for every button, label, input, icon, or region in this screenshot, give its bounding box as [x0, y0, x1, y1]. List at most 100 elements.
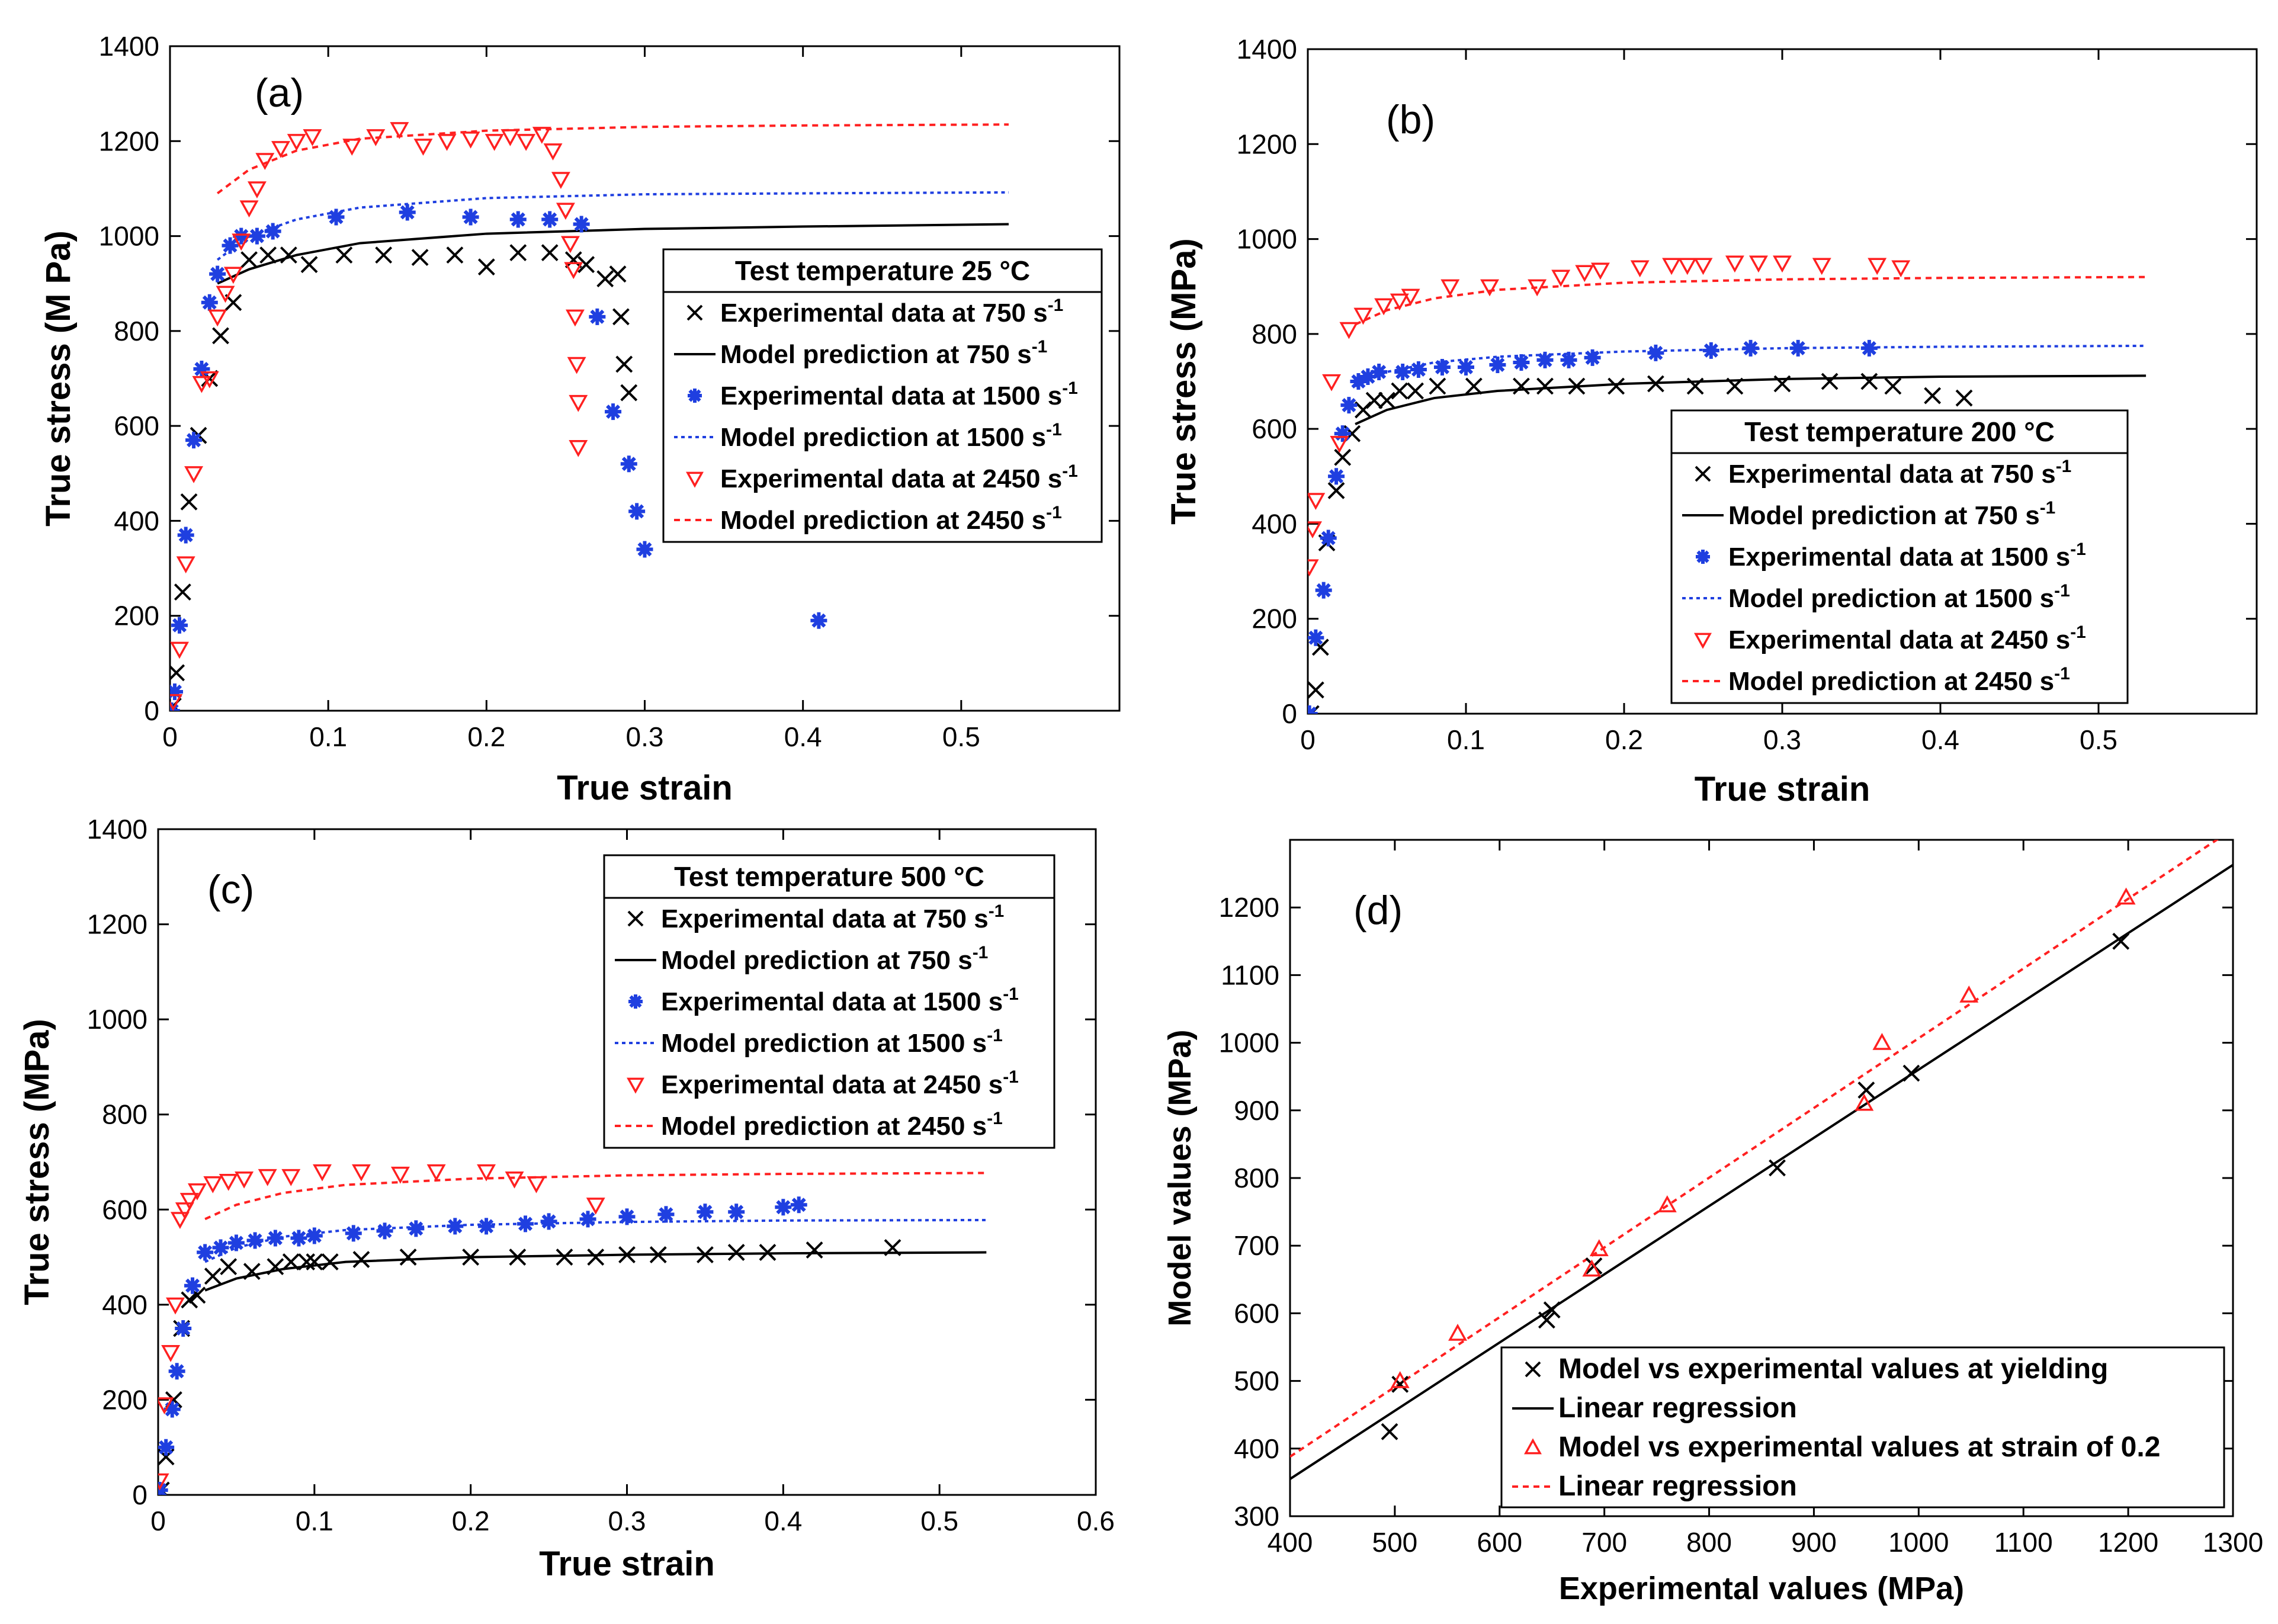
legend-entry-text: Experimental data at 2450 s — [661, 1070, 1003, 1099]
data-point-yield — [1391, 1375, 1409, 1393]
data-point-yield — [1857, 1081, 1875, 1099]
data-point-exp2450 — [1374, 298, 1394, 316]
y-tick-label: 800 — [1252, 319, 1297, 349]
x-tick-label: 800 — [1686, 1527, 1732, 1558]
y-tick-label: 200 — [102, 1384, 147, 1415]
y-tick-label: 600 — [102, 1194, 147, 1225]
data-point-exp2450 — [200, 371, 219, 389]
data-point-exp2450 — [560, 236, 580, 253]
legend-box — [1670, 409, 2129, 704]
data-point-exp2450 — [366, 129, 386, 146]
y-tick-label: 1400 — [1237, 34, 1297, 65]
legend-swatch-marker — [1696, 550, 1710, 564]
y-tick-label: 700 — [1234, 1230, 1279, 1261]
data-point-exp1500 — [345, 1225, 362, 1242]
y-tick-label: 300 — [1234, 1501, 1279, 1532]
legend-entry-superscript: -1 — [1062, 461, 1078, 481]
legend-box — [662, 248, 1103, 543]
data-point-exp750 — [564, 251, 582, 269]
data-point-exp750 — [806, 1241, 823, 1259]
legend-entry-label: Model prediction at 750 s-1 — [1728, 498, 2055, 530]
data-point-exp2450 — [187, 1183, 207, 1201]
data-point-exp2450 — [565, 309, 585, 327]
legend-box — [603, 854, 1055, 1149]
data-point-exp750 — [204, 1267, 222, 1285]
x-tick-label: 1300 — [2203, 1527, 2263, 1558]
data-point-exp2450 — [342, 139, 362, 156]
data-point-exp2450 — [158, 1397, 174, 1415]
data-point-exp2450 — [313, 1164, 332, 1182]
data-point-exp750 — [1568, 377, 1586, 395]
data-point-exp750 — [174, 583, 191, 601]
legend-entry-superscript: -1 — [2070, 540, 2086, 559]
data-point-exp750 — [1924, 387, 1942, 405]
data-point-exp750 — [596, 270, 614, 288]
y-tick-label: 600 — [1252, 413, 1297, 444]
data-point-exp2450 — [223, 267, 243, 284]
y-tick-label: 900 — [1234, 1095, 1279, 1126]
x-tick-label: 0 — [150, 1506, 166, 1536]
data-point-exp2450 — [179, 1193, 199, 1210]
data-point-exp2450 — [247, 181, 267, 199]
data-point-exp1500 — [1320, 529, 1337, 547]
y-tick-label: 1000 — [99, 221, 159, 252]
data-point-exp1500 — [197, 1244, 214, 1261]
panel-label: (a) — [255, 70, 304, 115]
legend-entry-text: Experimental data at 1500 s — [720, 381, 1062, 410]
data-point-exp1500 — [267, 1230, 284, 1247]
data-point-exp1500 — [209, 265, 226, 283]
data-point-yield — [2112, 932, 2130, 950]
x-tick-label: 0.5 — [920, 1506, 958, 1536]
data-point-exp1500 — [605, 403, 622, 421]
data-point-exp1500 — [376, 1222, 393, 1240]
data-point-exp750 — [587, 1249, 605, 1266]
data-point-exp2450 — [239, 200, 259, 218]
data-point-exp2450 — [166, 1297, 185, 1315]
data-point-exp2450 — [352, 1164, 371, 1182]
legend-entry-superscript: -1 — [2056, 457, 2072, 476]
legend-entry-label: Experimental data at 750 s-1 — [661, 901, 1004, 933]
data-point-exp1500 — [212, 1239, 229, 1256]
data-point-exp750 — [1608, 377, 1625, 395]
data-point-exp2450 — [1677, 258, 1697, 275]
legend-title: Test temperature 200 °C — [1744, 416, 2055, 447]
data-point-exp750 — [181, 1291, 198, 1309]
data-point-exp1500 — [657, 1206, 675, 1223]
data-point-exp1500 — [810, 612, 827, 629]
y-tick-label: 400 — [102, 1289, 147, 1320]
data-point-exp750 — [1955, 389, 1973, 407]
legend-entry-superscript: -1 — [1048, 296, 1064, 315]
y-tick-label: 1100 — [1221, 959, 1279, 990]
x-tick-label: 0.3 — [626, 721, 664, 752]
data-point-exp1500 — [248, 227, 265, 245]
series-line-mod2450 — [1355, 275, 2147, 326]
data-point-exp1500 — [175, 1320, 192, 1337]
legend: Model vs experimental values at yielding… — [1500, 1346, 2225, 1509]
panel-label: (c) — [207, 867, 254, 912]
data-point-exp750 — [1391, 382, 1408, 400]
y-axis-label: True stress (MPa) — [18, 1019, 56, 1305]
plot-series — [158, 1164, 987, 1495]
y-axis-label: Model values (MPa) — [1162, 1029, 1198, 1326]
x-axis-label: True strain — [557, 769, 733, 807]
data-point-exp750 — [259, 246, 277, 264]
y-tick-label: 400 — [1234, 1433, 1279, 1464]
series-markers-strain02 — [1390, 887, 2136, 1388]
data-point-exp1500 — [1789, 339, 1807, 357]
legend-title: Test temperature 500 °C — [674, 861, 984, 892]
data-point-exp750 — [1647, 375, 1664, 393]
data-point-exp1500 — [1350, 373, 1367, 390]
y-tick-label: 1000 — [1237, 224, 1297, 255]
data-point-strain02 — [1855, 1093, 1874, 1111]
legend-entry-superscript: -1 — [1046, 503, 1062, 522]
data-point-exp1500 — [620, 455, 637, 473]
x-tick-label: 1100 — [1994, 1527, 2053, 1558]
x-axis-label: Experimental values (MPa) — [1559, 1571, 1964, 1606]
x-tick-label: 0.3 — [608, 1506, 646, 1536]
data-point-exp750 — [1429, 377, 1446, 395]
data-point-exp1500 — [1513, 354, 1530, 371]
legend-entry-label: Experimental data at 750 s-1 — [1728, 457, 2071, 489]
data-point-exp2450 — [1662, 258, 1682, 275]
data-point-strain02 — [1872, 1032, 1892, 1050]
data-point-exp1500 — [1308, 705, 1318, 714]
